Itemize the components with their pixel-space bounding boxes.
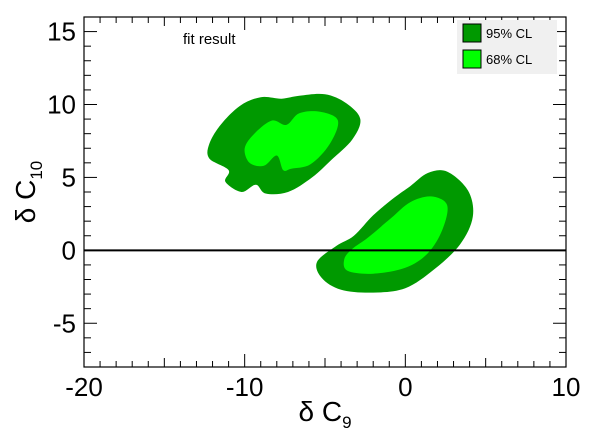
x-tick-label: -10: [226, 372, 264, 402]
tick-labels: -20 -10 0 10 -5 0 5 10 15: [47, 17, 580, 402]
y-tick-label: -5: [53, 308, 76, 338]
x-axis-symbol: δ C: [298, 396, 342, 427]
y-axis-symbol: δ C: [10, 180, 41, 224]
y-tick-label: 0: [62, 235, 76, 265]
fit-result-annotation: fit result: [183, 31, 236, 48]
x-tick-label: 0: [398, 372, 412, 402]
y-tick-label: 10: [47, 90, 76, 120]
contour-68-cl-region-1: [244, 111, 339, 171]
y-tick-label: 15: [47, 17, 76, 47]
legend-label-95: 95% CL: [486, 26, 532, 41]
y-axis-subscript: 10: [27, 161, 46, 180]
legend-swatch-95: [462, 23, 482, 43]
legend: 95% CL 68% CL: [457, 20, 557, 74]
x-tick-label: -20: [65, 372, 103, 402]
contour-68-cl-region-2: [343, 196, 448, 274]
legend-swatch-68: [462, 49, 482, 69]
x-axis-subscript: 9: [342, 413, 351, 432]
y-tick-label: 5: [62, 162, 76, 192]
x-axis-title: δ C9: [298, 396, 351, 432]
cl95-regions: [207, 93, 474, 293]
x-tick-label: 10: [552, 372, 581, 402]
y-axis-title: δ C10: [10, 161, 46, 224]
axis-ticks: [83, 16, 567, 368]
cl68-regions: [244, 111, 448, 274]
legend-label-68: 68% CL: [486, 52, 532, 67]
